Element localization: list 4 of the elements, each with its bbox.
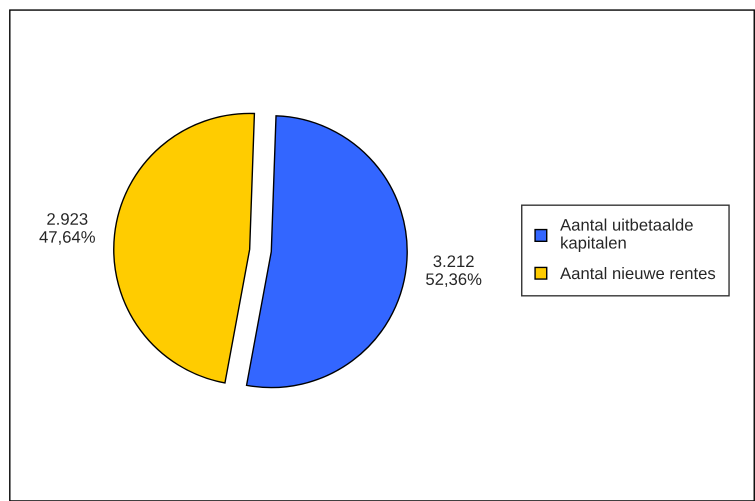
legend-label: Aantal nieuwe rentes xyxy=(560,266,716,280)
legend-label: Aantal uitbetaalde kapitalen xyxy=(560,218,693,252)
data-label: 3.212 52,36% xyxy=(426,255,482,288)
data-label: 2.923 47,64% xyxy=(39,213,95,245)
